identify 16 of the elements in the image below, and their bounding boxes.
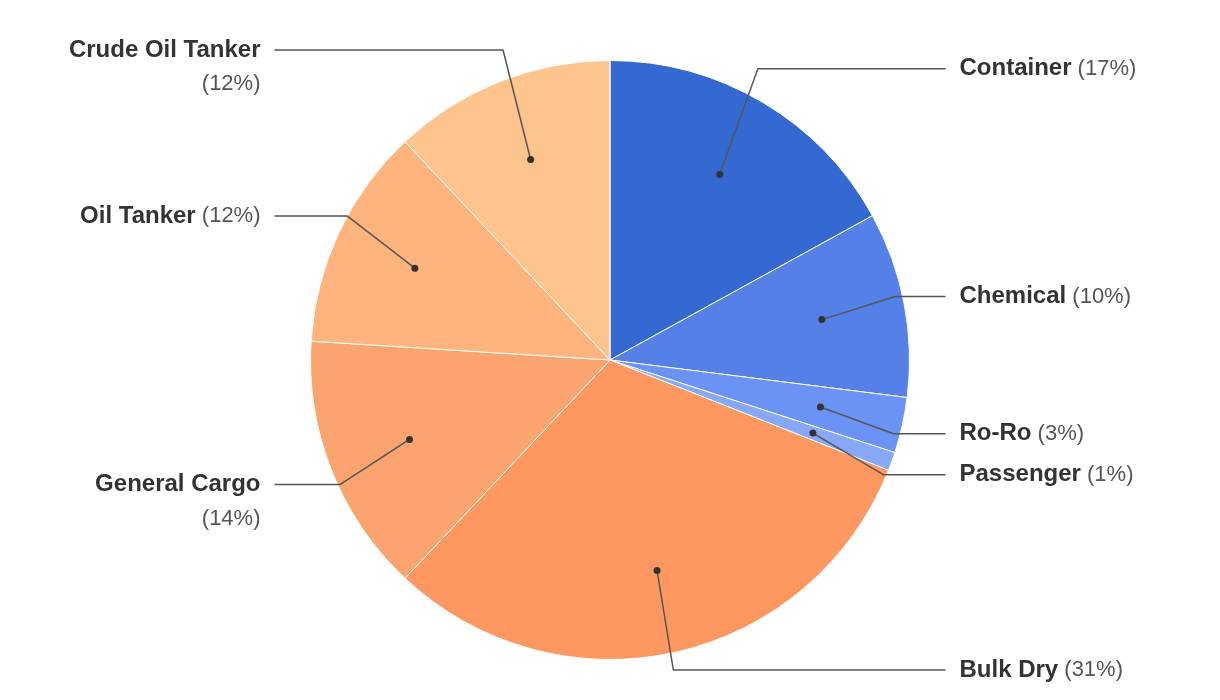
data-label: (12%) (195, 201, 261, 227)
data-label: (17%) (1071, 54, 1137, 80)
slice-label: Crude Oil Tanker (68, 34, 261, 62)
slice-label: Oil Tanker (80, 200, 196, 228)
data-label: (31%) (1058, 656, 1123, 682)
data-label: (3%) (1031, 419, 1085, 445)
data-label: (10%) (1066, 282, 1132, 308)
slice-label: Passenger (959, 459, 1081, 487)
data-label: (14%) (201, 504, 261, 530)
slice-label: Container (959, 53, 1072, 81)
slice-label: Chemical (959, 281, 1067, 309)
data-label: (1%) (1080, 460, 1134, 486)
slice-label: Ro-Ro (959, 418, 1032, 446)
data-label: (12%) (201, 70, 261, 96)
slice-label: Bulk Dry (959, 654, 1059, 682)
slice-label: General Cargo (95, 469, 261, 497)
